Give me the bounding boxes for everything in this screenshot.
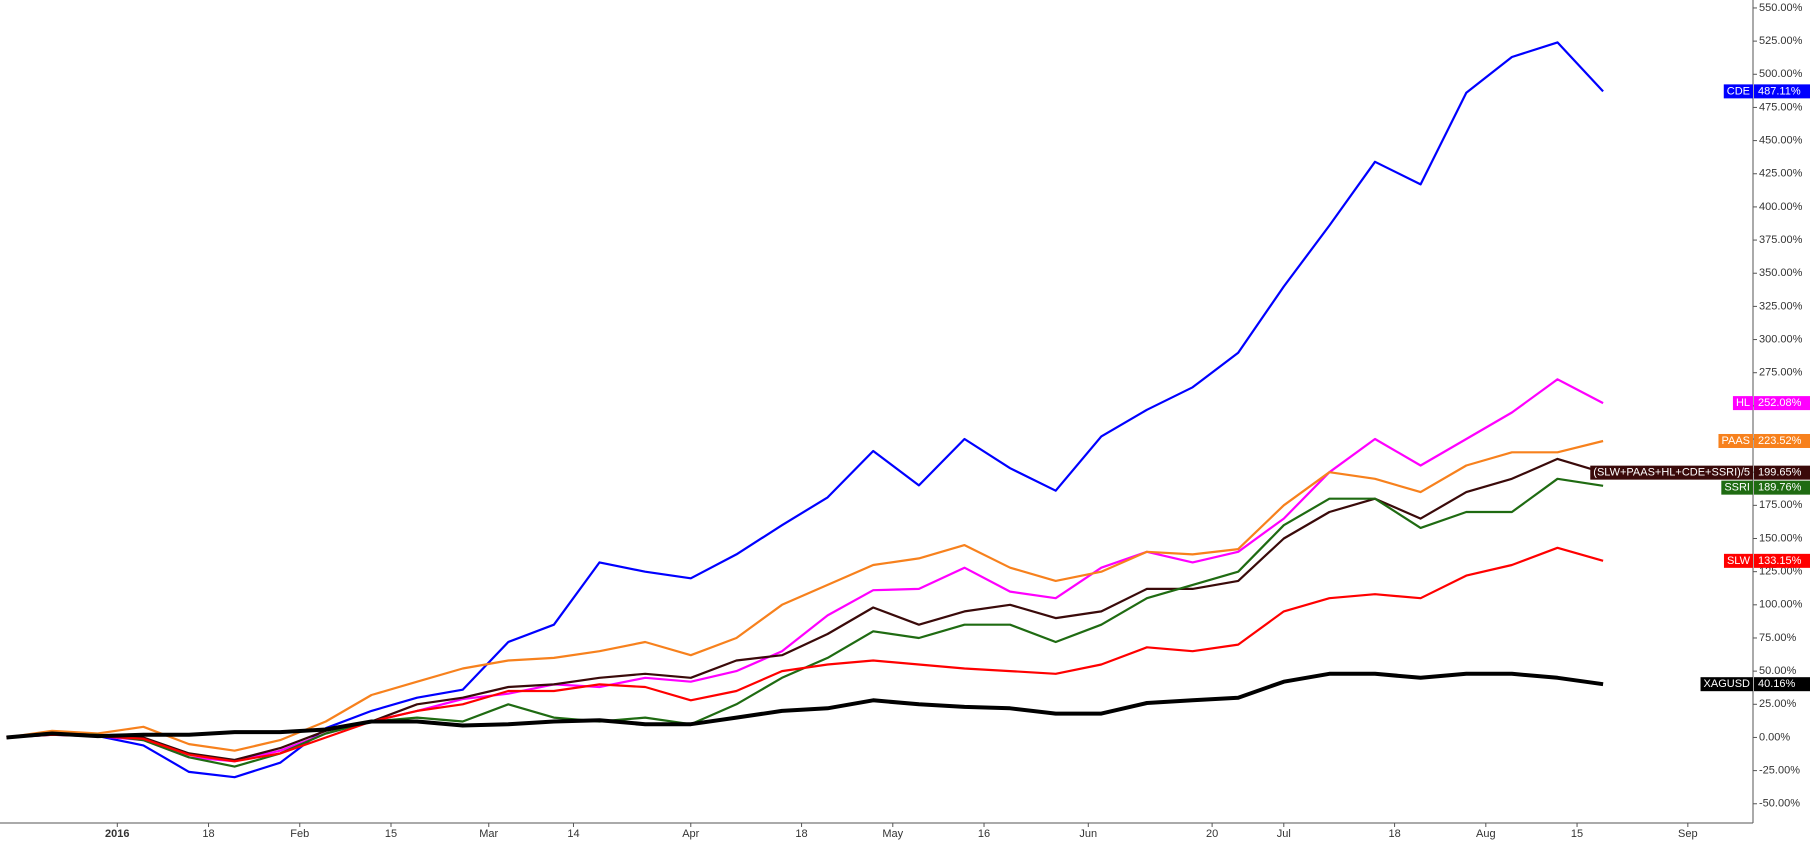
badge-name: HL (1736, 397, 1750, 409)
badge-value: 40.16% (1758, 678, 1796, 690)
badge-value: 189.76% (1758, 482, 1802, 494)
series-line (6, 546, 1604, 763)
badge-name-box (1700, 677, 1753, 692)
x-tick-label: Jun (1079, 828, 1097, 840)
y-tick-label: 325.00% (1759, 300, 1803, 312)
badge-name-box (1723, 553, 1753, 568)
badge-value-box (1754, 465, 1810, 480)
y-tick-label: 375.00% (1759, 234, 1803, 246)
y-tick-label: -50.00% (1759, 798, 1800, 810)
y-tick-label: 475.00% (1759, 101, 1803, 113)
x-tick-label: Mar (479, 828, 498, 840)
badge-value: 252.08% (1758, 397, 1802, 409)
y-tick-label: 550.00% (1759, 2, 1803, 14)
y-tick-label: 50.00% (1759, 665, 1797, 677)
x-tick-label: 18 (795, 828, 807, 840)
x-tick-label: Aug (1476, 828, 1496, 840)
badge-name-box (1732, 396, 1753, 411)
x-tick-label: 18 (202, 828, 214, 840)
x-tick-label: Jul (1277, 828, 1291, 840)
end-badge: SLW 133.15% (1723, 553, 1810, 568)
y-tick-label: 275.00% (1759, 367, 1803, 379)
badge-name: XAGUSD (1704, 678, 1751, 690)
x-tick-label: 15 (1571, 828, 1583, 840)
end-badge: PAAS 223.52% (1718, 433, 1810, 448)
badge-name-box (1723, 84, 1753, 99)
y-tick-label: 100.00% (1759, 599, 1803, 611)
y-tick-label: 300.00% (1759, 333, 1803, 345)
end-badge: XAGUSD 40.16% (1700, 677, 1810, 692)
badge-name-box (1590, 465, 1753, 480)
y-tick-label: 75.00% (1759, 632, 1797, 644)
end-badge: SSRI 189.76% (1721, 480, 1810, 495)
end-badge: (SLW+PAAS+HL+CDE+SSRI)/5 199.65% (1590, 465, 1810, 480)
series-line (6, 671, 1604, 740)
series-line (6, 477, 1604, 768)
badge-value-box (1754, 553, 1810, 568)
badge-name: SLW (1727, 555, 1751, 567)
x-tick-label: Feb (290, 828, 309, 840)
badge-name-box (1721, 480, 1753, 495)
badge-name: (SLW+PAAS+HL+CDE+SSRI)/5 (1593, 467, 1750, 479)
x-tick-label: 20 (1206, 828, 1218, 840)
y-tick-label: 25.00% (1759, 698, 1797, 710)
badge-value-box (1754, 480, 1810, 495)
badge-value-box (1754, 396, 1810, 411)
badge-value: 199.65% (1758, 467, 1802, 479)
x-tick-label: Apr (682, 828, 699, 840)
end-badge: HL 252.08% (1732, 396, 1810, 411)
y-tick-label: 125.00% (1759, 566, 1803, 578)
badge-name: PAAS (1721, 435, 1750, 447)
x-tick-label: 15 (385, 828, 397, 840)
badge-value: 133.15% (1758, 555, 1802, 567)
y-tick-label: 450.00% (1759, 134, 1803, 146)
y-tick-label: 175.00% (1759, 499, 1803, 511)
badge-value-box (1754, 433, 1810, 448)
badge-name: SSRI (1724, 482, 1750, 494)
y-tick-label: -25.00% (1759, 765, 1800, 777)
y-tick-label: 500.00% (1759, 68, 1803, 80)
x-tick-label: 18 (1388, 828, 1400, 840)
end-badge: CDE 487.11% (1723, 84, 1810, 99)
series-line (6, 439, 1604, 752)
y-tick-label: 150.00% (1759, 532, 1803, 544)
y-tick-label: 400.00% (1759, 201, 1803, 213)
x-tick-label: 2016 (105, 828, 129, 840)
y-tick-label: 425.00% (1759, 168, 1803, 180)
series-line (6, 41, 1604, 779)
y-tick-label: 525.00% (1759, 35, 1803, 47)
badge-name-box (1718, 433, 1753, 448)
series-line (6, 457, 1604, 762)
y-tick-label: 350.00% (1759, 267, 1803, 279)
badge-value: 223.52% (1758, 435, 1802, 447)
x-tick-label: Sep (1678, 828, 1698, 840)
y-tick-label: 0.00% (1759, 731, 1790, 743)
badge-name: CDE (1727, 85, 1750, 97)
badge-value-box (1754, 677, 1810, 692)
series-line (6, 378, 1604, 763)
x-tick-label: 16 (978, 828, 990, 840)
x-tick-label: 14 (567, 828, 579, 840)
badge-value: 487.11% (1758, 85, 1801, 97)
x-tick-label: May (882, 828, 903, 840)
badge-value-box (1754, 84, 1810, 99)
